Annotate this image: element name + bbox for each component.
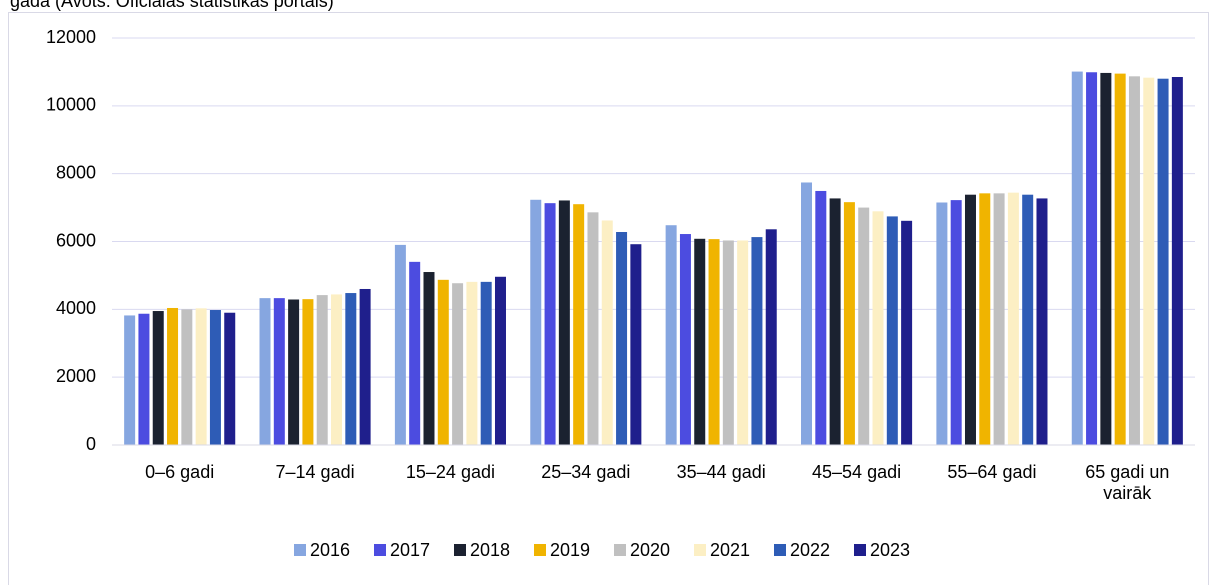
bar [872, 211, 884, 445]
bar [751, 237, 763, 445]
bar [737, 240, 749, 445]
bar [665, 225, 677, 445]
chart-title: gadā (Avots: Oficiālās statistikas portā… [10, 0, 334, 11]
bar [829, 198, 841, 445]
bar [409, 261, 421, 445]
bar [815, 190, 827, 445]
legend-swatch [534, 544, 546, 556]
bar [316, 295, 328, 445]
bar [936, 202, 948, 445]
bar [1071, 71, 1083, 445]
y-tick-label: 12000 [46, 27, 96, 47]
legend-label: 2016 [310, 540, 350, 560]
x-tick-label: 15–24 gadi [405, 462, 495, 482]
bar [209, 310, 221, 445]
chart-frame [8, 12, 1209, 585]
bar [979, 193, 991, 445]
bar [195, 308, 207, 445]
bar [964, 194, 976, 445]
bar [181, 309, 193, 445]
legend-swatch [694, 544, 706, 556]
bar [288, 299, 300, 445]
bar [601, 220, 613, 445]
bar [1128, 76, 1140, 445]
bar [124, 315, 136, 445]
bar [950, 200, 962, 445]
x-tick-label: 35–44 gadi [676, 462, 766, 482]
legend-label: 2018 [470, 540, 510, 560]
bar [394, 244, 406, 445]
bar [573, 204, 585, 445]
bar [1086, 72, 1098, 446]
bar [1007, 192, 1019, 445]
x-tick-label: 55–64 gadi [947, 462, 1037, 482]
legend-label: 2021 [710, 540, 750, 560]
bar [886, 216, 898, 445]
bar [630, 244, 642, 445]
x-tick-label: 65 gadi un vairāk [1085, 462, 1170, 503]
bar [765, 229, 777, 445]
bar [1171, 77, 1183, 446]
legend-swatch [854, 544, 866, 556]
bar [152, 311, 164, 445]
y-tick-label: 4000 [56, 298, 96, 318]
bar [138, 313, 150, 445]
legend-label: 2020 [630, 540, 670, 560]
bar [494, 276, 506, 445]
bar [466, 281, 478, 445]
x-tick-label: 0–6 gadi [145, 462, 215, 482]
bar [480, 281, 492, 445]
bar [679, 234, 691, 445]
legend-label: 2019 [550, 540, 590, 560]
bar [423, 272, 435, 445]
bar [722, 240, 734, 445]
legend-label: 2017 [390, 540, 430, 560]
bar [1022, 194, 1034, 445]
legend-swatch [294, 544, 306, 556]
bar [1100, 72, 1112, 445]
x-tick-label: 45–54 gadi [812, 462, 902, 482]
bar [331, 294, 343, 445]
bar [843, 202, 855, 445]
bar [1157, 78, 1169, 445]
bar [544, 203, 556, 445]
bar [437, 279, 449, 445]
y-tick-label: 10000 [46, 95, 96, 115]
x-tick-label: 25–34 gadi [541, 462, 631, 482]
bar [530, 199, 542, 445]
legend-label: 2023 [870, 540, 910, 560]
legend-label: 2022 [790, 540, 830, 560]
legend-swatch [614, 544, 626, 556]
y-tick-label: 0 [86, 434, 96, 454]
bar [273, 298, 285, 445]
bar [259, 298, 271, 445]
bar [345, 293, 357, 445]
bar [224, 312, 236, 445]
bar [801, 182, 813, 446]
bar [858, 207, 870, 445]
bar [694, 238, 706, 445]
bar [1036, 198, 1048, 445]
x-tick-label: 7–14 gadi [275, 462, 355, 482]
bar [587, 212, 599, 445]
bar [708, 239, 720, 445]
legend-swatch [374, 544, 386, 556]
legend-swatch [774, 544, 786, 556]
bar [901, 220, 913, 445]
y-tick-label: 6000 [56, 230, 96, 250]
bar [1143, 77, 1155, 446]
bar [167, 307, 179, 445]
bar [558, 200, 570, 445]
bar [616, 232, 628, 445]
y-tick-label: 8000 [56, 162, 96, 182]
bar [359, 288, 371, 445]
bar [1114, 73, 1126, 446]
y-tick-label: 2000 [56, 366, 96, 386]
bar [993, 193, 1005, 445]
bar [452, 283, 464, 445]
legend-swatch [454, 544, 466, 556]
bar [302, 299, 314, 445]
